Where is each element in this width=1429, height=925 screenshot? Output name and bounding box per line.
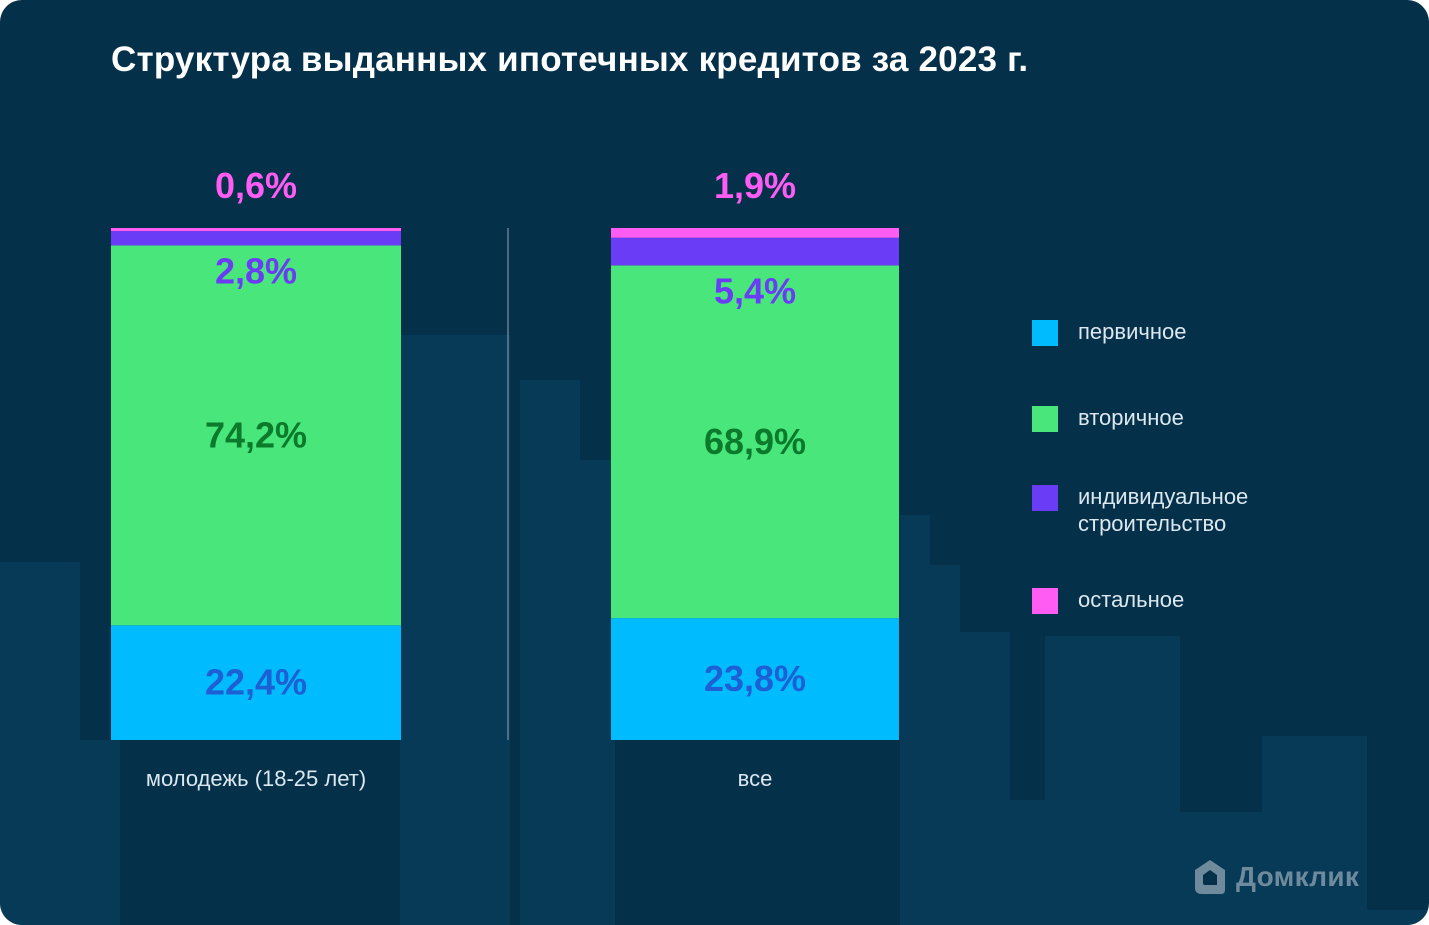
- legend-label-other: остальное: [1078, 587, 1185, 612]
- data-label-individual-1: 2,8%: [215, 250, 297, 291]
- bar-segment-primary-2: [611, 618, 899, 740]
- data-label-group: 22,4% 74,2% 2,8% 0,6% молодежь (18-25 лет) 23…: [146, 165, 806, 791]
- skyline-building: [80, 740, 120, 925]
- skyline-building: [520, 600, 580, 925]
- data-label-other-2: 1,9%: [714, 165, 796, 206]
- data-label-individual-2: 5,4%: [714, 270, 796, 311]
- bar-segment-other-1: [111, 228, 401, 232]
- skyline-building: [0, 562, 80, 925]
- bar-group: [111, 228, 899, 740]
- skyline-building: [1262, 736, 1367, 925]
- bar-segment-other-2: [611, 228, 899, 238]
- skyline-building: [900, 515, 930, 925]
- skyline-building: [575, 460, 615, 925]
- data-label-primary-2: 23,8%: [704, 658, 806, 699]
- city-skyline-background: [0, 335, 1429, 925]
- skyline-building: [960, 632, 1010, 925]
- logo-text: Домклик: [1236, 861, 1360, 892]
- category-label-1: молодежь (18-25 лет): [146, 766, 366, 791]
- legend-label-primary: первичное: [1078, 319, 1187, 344]
- skyline-building: [1045, 636, 1180, 925]
- chart-title: Структура выданных ипотечных кредитов за…: [111, 40, 1029, 79]
- legend-label-individual: индивидуальное строительство: [1078, 484, 1249, 536]
- legend-swatch-secondary: [1032, 406, 1058, 432]
- category-label-2: все: [738, 766, 773, 791]
- domclick-logo: Домклик: [1192, 855, 1359, 899]
- skyline-building: [930, 565, 960, 925]
- skyline-building: [1005, 800, 1050, 925]
- legend-swatch-other: [1032, 588, 1058, 614]
- data-label-other-1: 0,6%: [215, 165, 297, 206]
- skyline-building: [400, 335, 510, 925]
- bar-segment-primary-1: [111, 625, 401, 740]
- data-label-secondary-2: 68,9%: [704, 421, 806, 462]
- bar-segment-individual-1: [111, 231, 401, 246]
- legend-label-secondary: вторичное: [1078, 405, 1184, 430]
- skyline-building: [1365, 910, 1429, 925]
- bar-segment-secondary-1: [111, 245, 401, 626]
- bar-segment-secondary-2: [611, 265, 899, 619]
- data-label-primary-1: 22,4%: [205, 662, 307, 703]
- house-icon: [1195, 860, 1225, 894]
- legend-swatch-primary: [1032, 320, 1058, 346]
- data-label-secondary-1: 74,2%: [205, 414, 307, 455]
- bar-segment-individual-2: [611, 237, 899, 266]
- legend-swatch-individual: [1032, 485, 1058, 511]
